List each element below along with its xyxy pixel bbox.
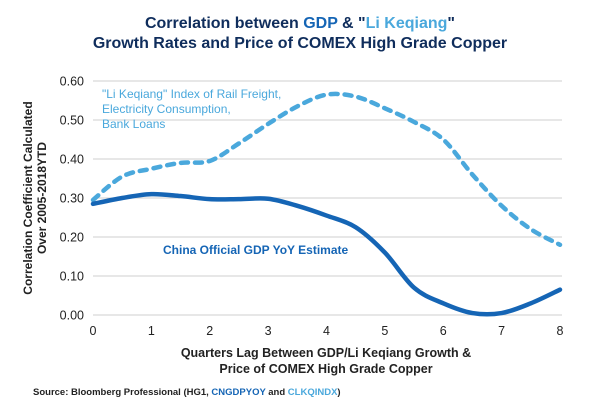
series-lines: [90, 91, 563, 317]
y-tick-label: 0.20: [60, 231, 84, 245]
x-tick-label: 0: [90, 324, 97, 338]
x-axis-label-line-2: Price of COMEX High Grade Copper: [219, 362, 432, 376]
source-code-gdp: CNGDPYOY: [211, 387, 266, 398]
x-tick-label: 1: [148, 324, 155, 338]
legend-label-li-keqiang-line-1: "Li Keqiang" Index of Rail Freight,: [102, 87, 281, 101]
x-tick-label: 6: [440, 324, 447, 338]
source-text: Source: Bloomberg Professional (HG1,: [33, 387, 212, 398]
chart-title-line-2: Growth Rates and Price of COMEX High Gra…: [92, 35, 508, 52]
title-gdp-highlight: GDP: [303, 15, 338, 32]
y-axis-ticks: 0.00 0.10 0.20 0.30 0.40 0.50 0.60: [60, 75, 84, 323]
source-text: and: [265, 387, 288, 398]
y-tick-label: 0.60: [60, 75, 84, 89]
y-tick-label: 0.30: [60, 192, 84, 206]
legend-label-li-keqiang-line-2: Electricity Consumption,: [102, 102, 231, 116]
y-tick-label: 0.10: [60, 270, 84, 284]
title-text: ": [447, 15, 456, 32]
y-tick-label: 0.40: [60, 153, 84, 167]
source-text: ): [337, 387, 341, 398]
title-li-keqiang-highlight: Li Keqiang: [365, 15, 448, 32]
legend-label-li-keqiang-line-3: Bank Loans: [102, 117, 165, 131]
legend-label-gdp: China Official GDP YoY Estimate: [163, 243, 348, 257]
y-axis-label-line-1: Correlation Coefficient Calculated: [21, 101, 35, 294]
y-tick-label: 0.00: [60, 309, 84, 323]
series-line-gdp: [90, 191, 563, 317]
x-tick-label: 4: [323, 324, 330, 338]
y-axis-label-2: Over 2005-2018YTD: [35, 142, 49, 254]
y-axis-label: Correlation Coefficient Calculated: [21, 101, 35, 294]
gridlines: [93, 80, 562, 316]
source-note: Source: Bloomberg Professional (HG1, CNG…: [33, 387, 341, 398]
x-tick-label: 5: [381, 324, 388, 338]
chart-title-line-1: Correlation between GDP & "Li Keqiang": [0, 14, 600, 34]
x-tick-label: 7: [498, 324, 505, 338]
x-axis-label-line-1: Quarters Lag Between GDP/Li Keqiang Grow…: [181, 346, 471, 360]
y-axis-label-line-2: Over 2005-2018YTD: [35, 142, 49, 254]
x-tick-label: 2: [206, 324, 213, 338]
source-code-li-keqiang: CLKQINDX: [287, 387, 338, 398]
title-text: & ": [337, 15, 366, 32]
x-tick-label: 8: [557, 324, 564, 338]
series-line-li-keqiang: [90, 91, 563, 248]
x-tick-label: 3: [265, 324, 272, 338]
x-axis-ticks: 0 1 2 3 4 5 6 7 8: [90, 324, 564, 338]
chart-title: Correlation between GDP & "Li Keqiang" G…: [0, 14, 600, 54]
y-tick-label: 0.50: [60, 114, 84, 128]
title-text: Correlation between: [144, 15, 304, 32]
